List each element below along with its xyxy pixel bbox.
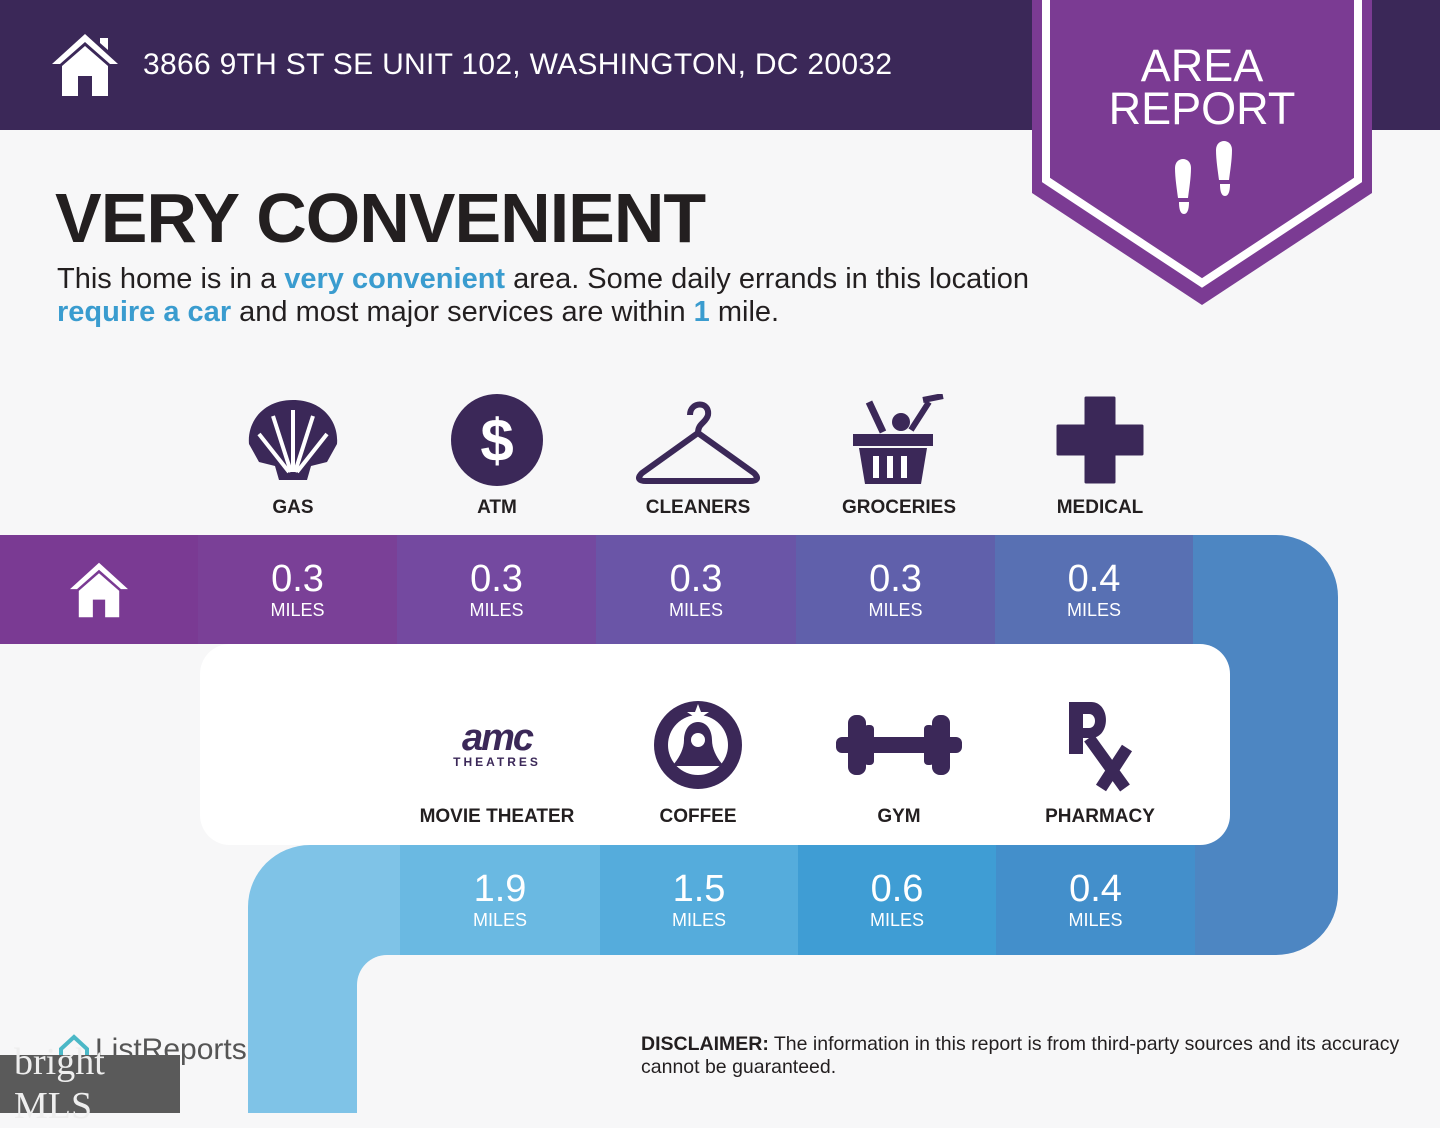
label-medical: MEDICAL xyxy=(1056,497,1144,518)
area-report-badge xyxy=(1032,0,1372,305)
desc-text: This home is in a xyxy=(57,263,285,295)
house-icon xyxy=(70,562,128,617)
amc-logo-icon: amc THEATRES xyxy=(427,690,567,800)
distance-value: 0.6 xyxy=(870,868,924,910)
distance-value: 1.5 xyxy=(672,868,726,910)
dumbbell-icon xyxy=(829,690,969,800)
distance-unit: MILES xyxy=(1068,910,1123,930)
cross-icon xyxy=(1030,385,1170,495)
desc-highlight: require a car xyxy=(57,296,232,328)
disclaimer-text: The information in this report is from t… xyxy=(641,1033,1400,1078)
amc-logo-text: amc xyxy=(461,717,534,759)
shell-icon xyxy=(223,385,363,495)
distance-unit: MILES xyxy=(869,910,925,930)
distance-value: 0.4 xyxy=(1069,868,1122,910)
distance-gym: 0.6 MILES xyxy=(798,845,996,955)
distance-atm: 0.3 MILES xyxy=(397,535,596,644)
distance-value: 0.3 xyxy=(271,557,324,600)
distance-gas: 0.3 MILES xyxy=(198,535,397,644)
distance-value: 0.4 xyxy=(1067,557,1121,600)
address: 3866 9TH ST SE UNIT 102, WASHINGTON, DC … xyxy=(143,48,893,81)
distance-value: 0.3 xyxy=(869,557,922,600)
badge-line1: AREA xyxy=(1140,40,1264,91)
label-gym: GYM xyxy=(877,806,921,827)
desc-text: mile. xyxy=(709,296,780,328)
desc-highlight: 1 xyxy=(693,296,710,328)
disclaimer: DISCLAIMER: The information in this repo… xyxy=(641,1033,1401,1079)
home-cell xyxy=(0,535,198,644)
label-groceries: GROCERIES xyxy=(841,497,957,518)
label-movie-theater: MOVIE THEATER xyxy=(419,806,575,827)
label-cleaners: CLEANERS xyxy=(645,497,751,518)
headline: VERY CONVENIENT xyxy=(55,179,706,257)
distance-unit: MILES xyxy=(671,910,727,930)
house-icon xyxy=(52,34,118,96)
distance-pharmacy: 0.4 MILES xyxy=(996,845,1195,955)
distance-unit: MILES xyxy=(270,599,325,620)
distance-value: 1.9 xyxy=(473,868,527,910)
distance-groceries: 0.3 MILES xyxy=(796,535,995,644)
desc-text: and most major services are within xyxy=(231,296,694,328)
label-coffee: COFFEE xyxy=(659,806,737,827)
distance-unit: MILES xyxy=(472,910,528,930)
watermark-text: bright MLS xyxy=(14,1041,105,1127)
starbucks-icon xyxy=(628,690,768,800)
svg-text:$: $ xyxy=(480,407,513,474)
label-gas: GAS xyxy=(272,497,314,518)
distance-unit: MILES xyxy=(469,599,524,620)
hanger-icon xyxy=(628,385,768,495)
basket-icon xyxy=(829,385,969,495)
distance-unit: MILES xyxy=(1066,599,1122,620)
rx-icon xyxy=(1030,690,1170,800)
distance-value: 0.3 xyxy=(470,557,523,600)
desc-text: area. Some daily errands in this locatio… xyxy=(505,263,1029,295)
distance-movie: 1.9 MILES xyxy=(400,845,600,955)
label-pharmacy: PHARMACY xyxy=(1045,806,1155,827)
badge-line2: REPORT xyxy=(1108,83,1296,134)
label-atm: ATM xyxy=(477,497,517,518)
amc-logo-sub: THEATRES xyxy=(453,755,541,769)
dollar-icon: $ xyxy=(427,385,567,495)
desc-highlight: very convenient xyxy=(284,263,506,295)
bright-mls-watermark: bright MLS xyxy=(0,1041,180,1127)
distance-coffee: 1.5 MILES xyxy=(600,845,798,955)
distance-unit: MILES xyxy=(668,599,724,620)
description: This home is in a very convenient area. … xyxy=(57,263,1037,329)
distance-cleaners: 0.3 MILES xyxy=(596,535,796,644)
distance-value: 0.3 xyxy=(669,557,723,600)
distance-unit: MILES xyxy=(868,599,923,620)
distance-medical: 0.4 MILES xyxy=(995,535,1193,644)
disclaimer-label: DISCLAIMER: xyxy=(641,1033,769,1055)
badge-title: AREA REPORT xyxy=(1032,40,1372,134)
footprints-icon xyxy=(1175,141,1232,214)
